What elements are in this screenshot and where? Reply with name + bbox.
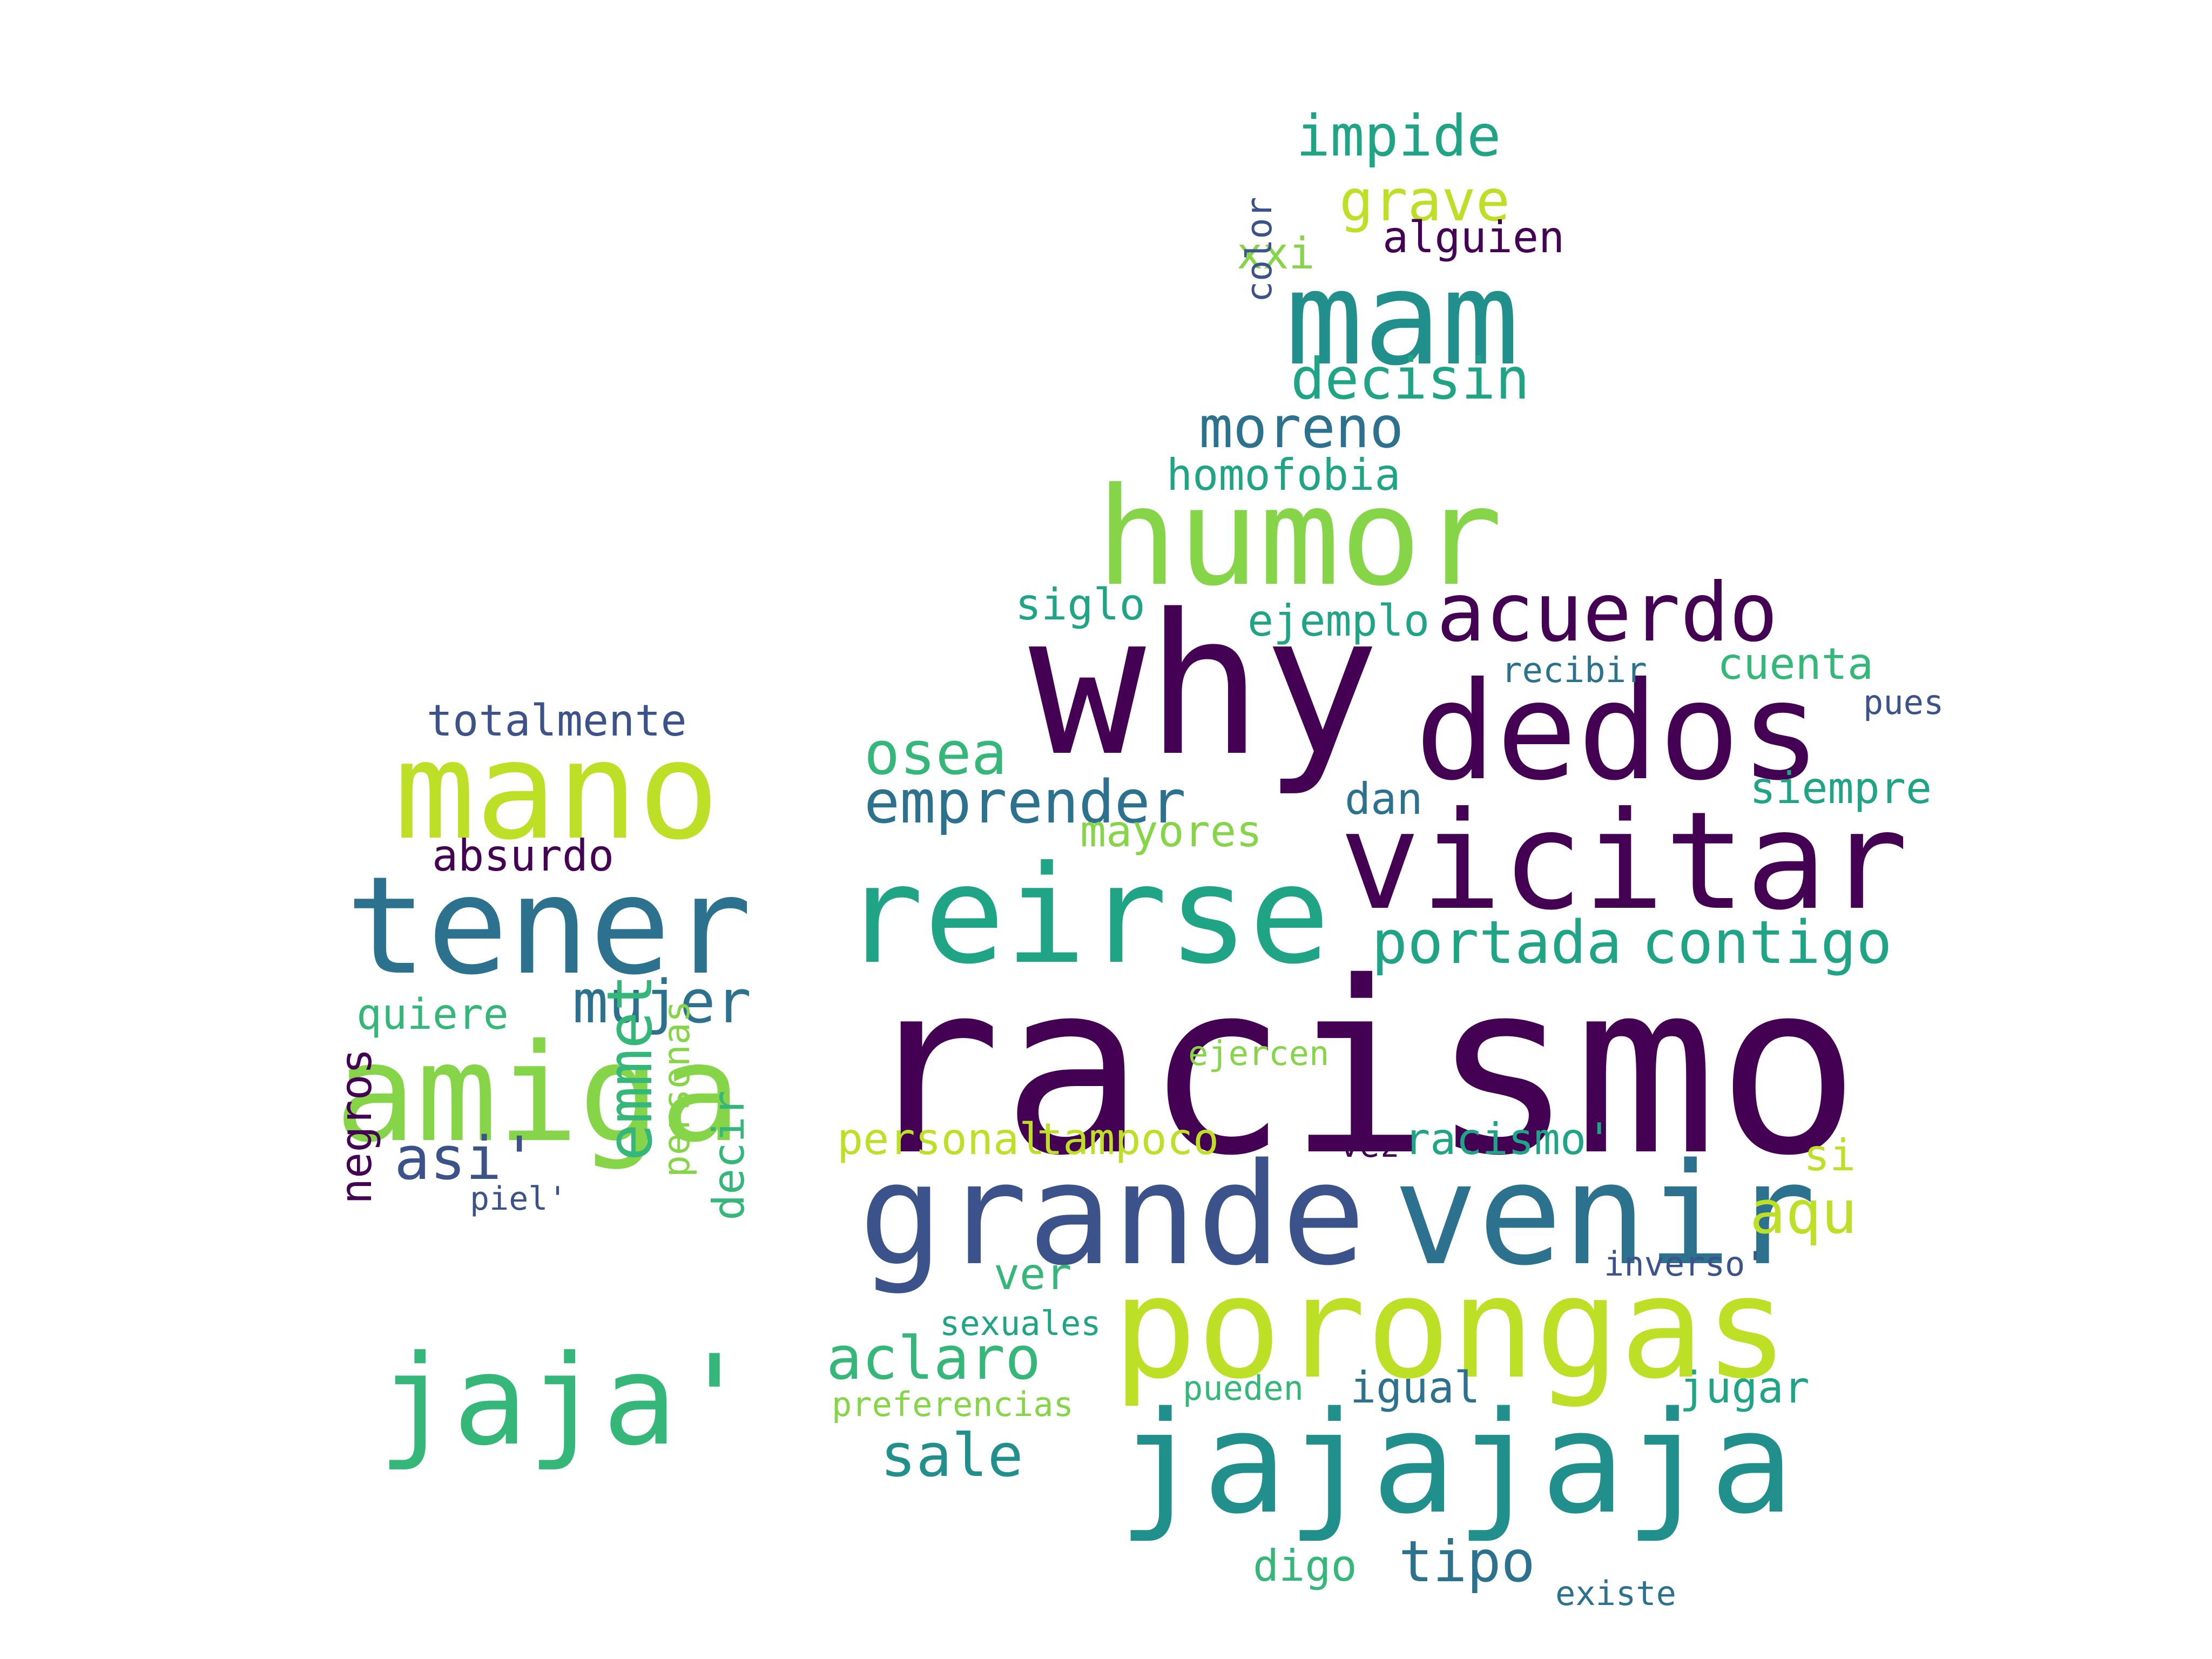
word-quiere: quiere	[356, 990, 509, 1039]
word-preferencias: preferencias	[832, 1385, 1074, 1424]
word-jugar: jugar	[1680, 1363, 1810, 1413]
word-negros: negros	[331, 1048, 381, 1204]
word-emmet: emmet	[594, 974, 666, 1161]
word-igual: igual	[1350, 1363, 1480, 1413]
word-impide: impide	[1296, 103, 1501, 169]
word-grave: grave	[1339, 168, 1510, 234]
word-piel: piel'	[470, 1180, 568, 1218]
word-racismo: racismo	[859, 931, 1860, 1208]
word-vez: vez	[1339, 1125, 1400, 1165]
word-tipo: tipo	[1399, 1529, 1535, 1595]
word-decisin: decisin	[1291, 346, 1530, 412]
word-amiga: amiga	[335, 1015, 741, 1172]
word-venir: venir	[1393, 1134, 1816, 1297]
word-pueden: pueden	[1183, 1368, 1304, 1408]
word-xxi: xxi	[1237, 228, 1315, 279]
word-dedos: dedos	[1415, 653, 1822, 810]
word-why: why	[1029, 572, 1380, 799]
word-sale: sale	[880, 1421, 1023, 1490]
word-dan: dan	[1345, 774, 1423, 824]
word-si: si	[1804, 1130, 1856, 1181]
word-racismo-quote: racismo'	[1404, 1114, 1613, 1164]
word-decir: decir	[704, 1090, 754, 1220]
word-siempre: siempre	[1750, 763, 1932, 813]
word-inverso: inverso'	[1604, 1244, 1765, 1284]
word-homofobia: homofobia	[1166, 450, 1401, 500]
word-tener: tener	[346, 847, 752, 1004]
word-humor: humor	[1096, 458, 1503, 616]
word-color: color	[1239, 197, 1280, 302]
word-contigo: contigo	[1642, 908, 1892, 977]
word-moreno: moreno	[1199, 395, 1404, 461]
word-pues: pues	[1863, 683, 1944, 722]
word-reirse: reirse	[842, 837, 1331, 994]
word-vicitar: vicitar	[1339, 783, 1908, 940]
word-asi: asi'	[394, 1124, 537, 1193]
word-cuenta: cuenta	[1717, 639, 1873, 689]
word-existe: existe	[1555, 1574, 1676, 1613]
word-portada: portada	[1372, 908, 1622, 977]
word-jajajaja: jajajaja	[1118, 1382, 1795, 1545]
word-absurdo: absurdo	[432, 831, 615, 881]
word-ver: ver	[994, 1249, 1072, 1299]
word-mayores: mayores	[1080, 806, 1263, 857]
word-porongas: porongas	[1112, 1247, 1789, 1410]
word-grande: grande	[859, 1134, 1366, 1297]
word-alguien: alguien	[1382, 212, 1565, 262]
word-emprender: emprender	[864, 767, 1186, 837]
word-mujer: mujer	[572, 967, 752, 1036]
word-jaja: jaja'	[378, 1329, 752, 1473]
word-personas: personas	[656, 1000, 698, 1177]
word-ejemplo: ejemplo	[1247, 596, 1430, 646]
word-mano: mano	[394, 712, 720, 869]
word-ejercen: ejercen	[1188, 1034, 1330, 1073]
word-aqu: aqu	[1750, 1178, 1857, 1247]
word-totalmente: totalmente	[427, 696, 687, 746]
word-mam: mam	[1285, 243, 1520, 394]
word-aclaro: aclaro	[826, 1324, 1041, 1393]
word-acuerdo: acuerdo	[1437, 566, 1778, 660]
word-digo: digo	[1253, 1541, 1357, 1591]
word-sexuales: sexuales	[940, 1304, 1101, 1343]
word-osea: osea	[864, 719, 1007, 788]
word-recibir: recibir	[1501, 651, 1647, 691]
word-tampoco: tampoco	[1037, 1114, 1219, 1164]
word-personal: personal	[837, 1114, 1046, 1164]
word-siglo: siglo	[1015, 579, 1145, 630]
